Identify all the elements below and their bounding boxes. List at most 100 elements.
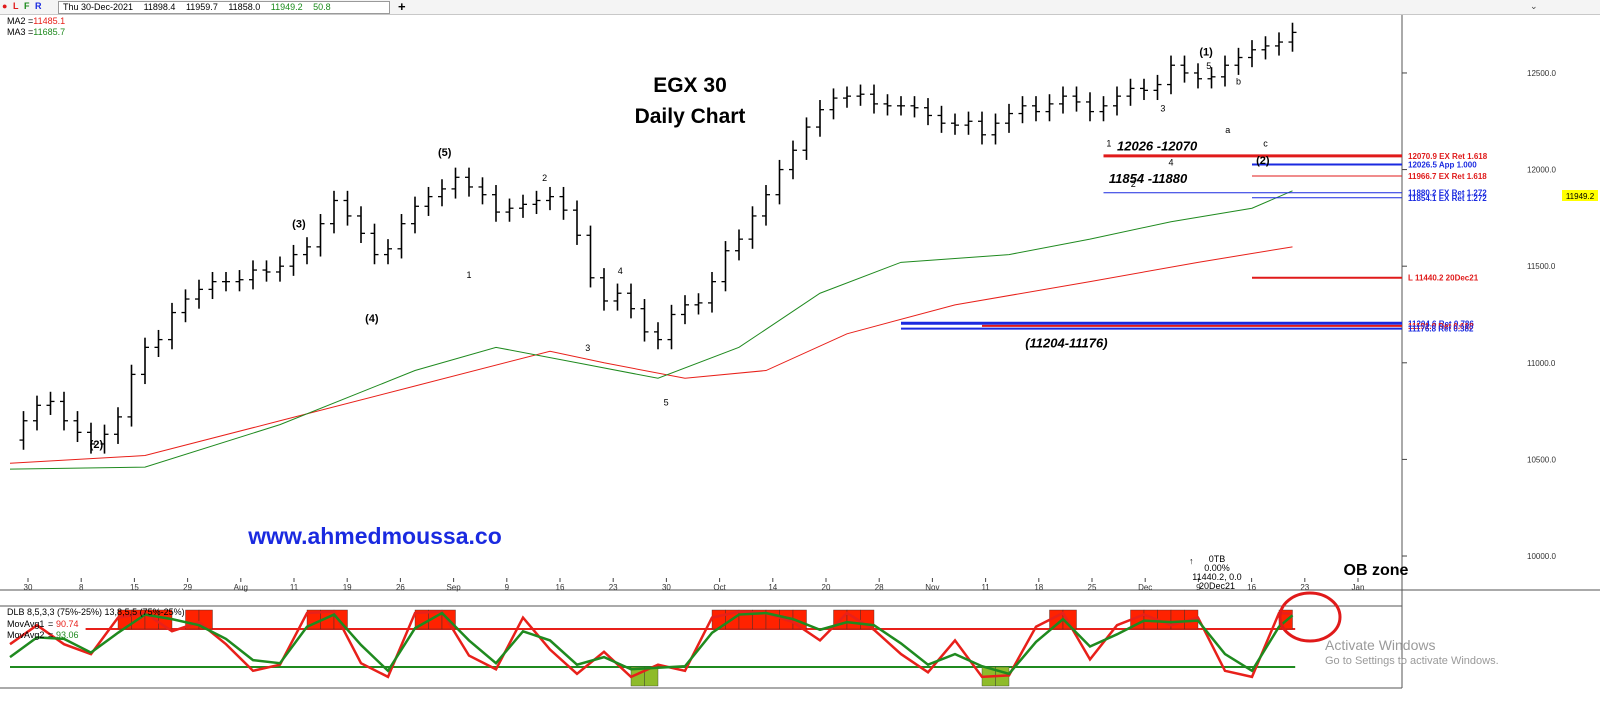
ob-zone-block	[117, 609, 132, 630]
ohlc-change: 50.8	[313, 2, 331, 12]
x-tick-label: 15	[130, 583, 139, 592]
x-tick-label: 11	[981, 583, 990, 592]
wave-label: 2	[1131, 179, 1136, 189]
ohlc-low: 11858.0	[228, 2, 261, 12]
ma2-label: MA2 =	[7, 16, 34, 26]
movavg1-label: MovAvg1	[7, 619, 44, 629]
y-tick-label: 11000.0	[1527, 359, 1556, 368]
x-tick-label: 16	[556, 583, 565, 592]
target-label: 11176.8 Ret 0.382	[1408, 325, 1474, 334]
ob-zone-block	[846, 609, 861, 630]
annotation-line4: 20Dec21	[1199, 581, 1235, 591]
ohlc-date: Thu 30-Dec-2021	[63, 2, 134, 12]
wave-label: (3)	[292, 219, 306, 231]
ob-zone-block	[725, 609, 740, 630]
wave-label: b	[1236, 77, 1241, 87]
website-label: www.ahmedmoussa.co	[247, 523, 502, 549]
add-tab-button[interactable]: +	[398, 0, 406, 14]
x-tick-label: Nov	[925, 583, 939, 592]
wave-label: c	[1263, 138, 1268, 148]
ob-zone-block	[738, 609, 753, 630]
x-tick-label: 18	[1034, 583, 1043, 592]
ob-zone-block	[1143, 609, 1158, 630]
toggle-l-button[interactable]: L	[13, 1, 19, 11]
x-tick-label: Aug	[234, 583, 248, 592]
target-label: 11966.7 EX Ret 1.618	[1408, 172, 1487, 181]
chart-subtitle: Daily Chart	[635, 105, 746, 128]
ob-zone-block	[1278, 609, 1293, 630]
ma3-line	[9, 190, 1293, 470]
target-label: 11854.1 EX Ret 1.272	[1408, 194, 1487, 203]
ma3-value: 11685.7	[33, 27, 66, 37]
x-tick-label: 30	[24, 583, 33, 592]
ob-zone-block	[131, 609, 146, 630]
movavg1-eq: =	[48, 619, 53, 629]
zone-label: 12026 -12070	[1117, 138, 1198, 153]
ob-zone-block	[320, 609, 335, 630]
chart-title: EGX 30	[653, 74, 727, 97]
y-tick-label: 11500.0	[1527, 262, 1556, 271]
ob-zone-block	[306, 609, 321, 630]
wave-label: 5	[664, 397, 669, 407]
os-zone-block	[644, 666, 659, 687]
x-tick-label: 11	[290, 583, 299, 592]
ob-zone-block	[765, 609, 780, 630]
status-dot-icon: ●	[2, 1, 8, 11]
ob-zone-block	[441, 609, 456, 630]
x-tick-label: 20	[822, 583, 831, 592]
ma3-label: MA3 =	[7, 27, 34, 37]
wave-label: a	[1225, 125, 1230, 135]
x-tick-label: 14	[768, 583, 777, 592]
wave-label: 1	[1106, 138, 1111, 148]
ob-zone-block	[198, 609, 213, 630]
ob-zone-block	[1157, 609, 1172, 630]
current-price-flag	[1562, 190, 1598, 201]
x-tick-label: 16	[1247, 583, 1256, 592]
x-tick-label: 28	[875, 583, 884, 592]
target-label: 11191.0 Ret 0.618	[1408, 322, 1474, 331]
ob-zone-block	[333, 609, 348, 630]
ob-zone-block	[1062, 609, 1077, 630]
target-label: 12070.9 EX Ret 1.618	[1408, 152, 1488, 161]
toggle-f-button[interactable]: F	[24, 1, 30, 11]
wave-label: (2)	[1256, 155, 1270, 167]
wave-label: 5	[1206, 61, 1211, 71]
movavg1-value: 90.74	[56, 619, 79, 629]
wave-label: 3	[585, 343, 590, 353]
ob-zone-block	[428, 609, 443, 630]
x-tick-label: Oct	[713, 583, 726, 592]
ob-zone-circle	[1278, 591, 1342, 643]
collapse-chevron-icon[interactable]: ⌄	[1530, 1, 1538, 11]
y-tick-label: 12500.0	[1527, 69, 1556, 78]
ma3-legend: MA3 =11685.7	[7, 27, 65, 37]
target-label: 12026.5 App 1.000	[1408, 160, 1477, 169]
ob-zone-block	[414, 609, 429, 630]
activate-windows-watermark: Activate Windows Go to Settings to activ…	[1325, 637, 1499, 667]
x-tick-label: 25	[1088, 583, 1097, 592]
ob-zone-block	[158, 609, 173, 630]
os-zone-block	[995, 666, 1010, 687]
ob-zone-block	[1170, 609, 1185, 630]
x-tick-label: 9	[505, 583, 510, 592]
ob-zone-block	[1049, 609, 1064, 630]
x-tick-label: 8	[79, 583, 84, 592]
annotation-line2: 0.00%	[1204, 563, 1230, 573]
ob-zone-block	[792, 609, 807, 630]
wave-label: 4	[1168, 158, 1173, 168]
wave-label: (5)	[438, 147, 452, 159]
ohlc-high: 11959.7	[185, 2, 218, 12]
movavg2-label: MovAvg2	[7, 630, 44, 640]
target-label: 11880.2 EX Ret 1.272	[1408, 189, 1487, 198]
x-tick-label: 9	[1196, 583, 1201, 592]
ob-zone-block	[1184, 609, 1199, 630]
ob-zone-block	[833, 609, 848, 630]
ob-zone-label: OB zone	[1344, 562, 1409, 579]
toggle-r-button[interactable]: R	[35, 1, 42, 11]
movavg2-line	[9, 611, 1294, 676]
wave-label: 2	[542, 173, 547, 183]
ohlc-open: 11898.4	[143, 2, 176, 12]
x-tick-label: 19	[343, 583, 352, 592]
x-tick-label: Jan	[1352, 583, 1365, 592]
wave-label: 3	[1160, 104, 1165, 114]
